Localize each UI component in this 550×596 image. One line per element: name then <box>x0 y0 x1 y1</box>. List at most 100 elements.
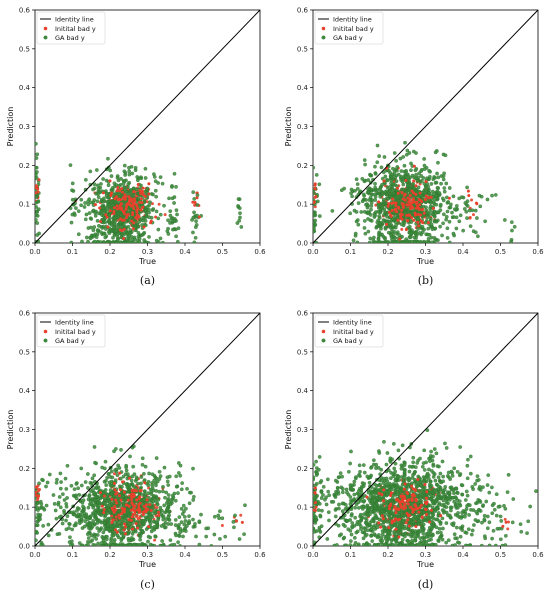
ga-point <box>510 228 514 233</box>
ga-point <box>150 506 155 510</box>
initial-point <box>147 525 151 529</box>
ga-point <box>60 521 65 526</box>
initial-point <box>124 532 128 536</box>
ga-point <box>359 499 363 503</box>
ga-point <box>439 181 443 186</box>
ga-point <box>337 533 342 538</box>
ga-point <box>402 211 407 215</box>
x-tick-label: 0.4 <box>179 551 191 559</box>
ga-point <box>377 154 381 158</box>
ga-point <box>148 200 152 205</box>
ga-point <box>404 152 409 157</box>
ga-point <box>99 513 104 517</box>
ga-point <box>476 234 480 239</box>
ga-point <box>62 511 67 515</box>
ga-point <box>148 535 153 540</box>
ga-point <box>127 165 131 170</box>
ga-point <box>459 195 464 199</box>
ga-point <box>454 525 459 530</box>
ga-point <box>103 541 107 545</box>
legend-initial-swatch <box>43 329 48 334</box>
ga-point <box>107 508 111 513</box>
initial-point <box>36 190 40 194</box>
ga-point <box>180 481 184 485</box>
ga-point <box>431 212 435 216</box>
ga-point <box>197 519 202 524</box>
initial-point <box>467 193 471 197</box>
chart-panel-d: 0.0 0.1 0.2 0.3 0.4 0.5 0.60.00.10.20.30.40.50… <box>284 310 544 592</box>
ga-point <box>471 508 476 512</box>
initial-point <box>406 203 410 207</box>
ga-point <box>392 530 396 534</box>
x-tick-label: 0.0 <box>307 551 318 559</box>
ga-point <box>127 514 131 518</box>
ga-point <box>418 456 422 461</box>
legend-initial-swatch <box>321 26 326 31</box>
initial-point <box>112 481 116 485</box>
ga-point <box>114 467 119 472</box>
y-tick-label: 0.1 <box>19 201 30 209</box>
initial-point <box>408 203 412 207</box>
ga-point <box>154 194 159 199</box>
ga-point <box>80 543 84 546</box>
ga-point <box>172 195 177 199</box>
ga-point <box>348 461 352 466</box>
ga-point <box>176 461 181 465</box>
ga-point <box>352 479 357 484</box>
ga-point <box>83 201 87 205</box>
ga-point <box>380 240 385 243</box>
ga-point <box>109 469 114 474</box>
ga-point <box>369 465 373 470</box>
ga-point <box>79 517 84 522</box>
ga-point <box>483 219 487 224</box>
initial-point <box>102 511 106 515</box>
initial-point <box>118 494 121 498</box>
y-tick-label: 0.5 <box>297 45 308 53</box>
ga-point <box>479 543 484 546</box>
legend-initial-swatch <box>43 26 48 31</box>
ga-point <box>374 487 378 492</box>
initial-point <box>114 508 118 512</box>
ga-point <box>411 149 416 154</box>
x-tick-label: 0.6 <box>532 248 544 256</box>
ga-point <box>35 141 38 146</box>
ga-point <box>379 165 384 170</box>
ga-point <box>441 221 445 226</box>
y-tick-label: 0.1 <box>297 504 308 512</box>
legend-label-ga: GA bad y <box>55 34 85 42</box>
ga-point <box>494 492 499 497</box>
ga-point <box>433 478 438 483</box>
ga-point <box>490 193 494 198</box>
ga-point <box>83 514 88 519</box>
ga-point <box>75 506 80 510</box>
initial-point <box>396 191 400 195</box>
ga-point <box>59 480 63 484</box>
ga-point <box>168 538 173 543</box>
initial-point <box>394 207 398 211</box>
ga-point <box>421 531 426 536</box>
ga-point <box>97 211 101 216</box>
ga-point <box>86 472 90 476</box>
ga-point <box>493 543 498 546</box>
ga-point <box>112 540 116 545</box>
ga-point <box>509 237 514 242</box>
ga-point <box>378 187 382 191</box>
ga-point <box>393 461 398 466</box>
ga-point <box>468 454 473 459</box>
ga-point <box>106 156 110 161</box>
ga-point <box>400 241 405 243</box>
initial-point <box>427 196 431 200</box>
ga-point <box>84 212 89 217</box>
ga-point <box>346 492 351 497</box>
ga-point <box>40 477 44 482</box>
ga-point <box>383 174 388 179</box>
ga-point <box>96 195 101 200</box>
ga-point <box>192 240 197 243</box>
ga-point <box>113 478 118 483</box>
ga-point <box>421 240 425 243</box>
ga-point <box>356 222 361 227</box>
y-tick-label: 0.3 <box>19 426 30 434</box>
ga-point <box>83 480 88 484</box>
initial-point <box>124 207 128 211</box>
ga-point <box>389 229 394 234</box>
